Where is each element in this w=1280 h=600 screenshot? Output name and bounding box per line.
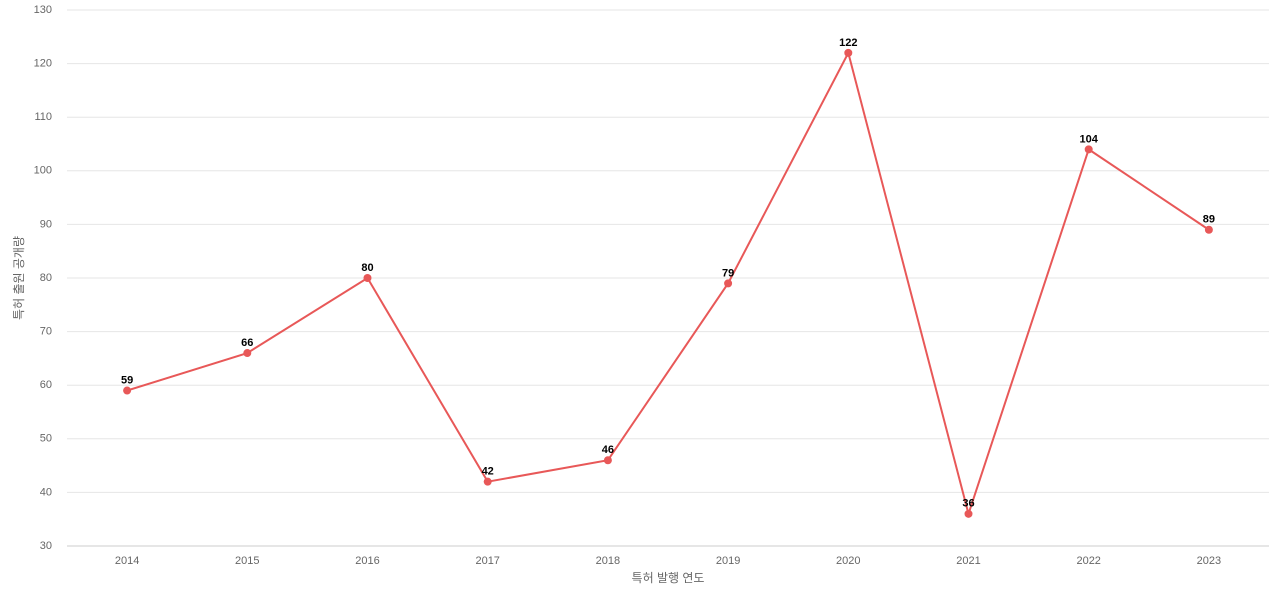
value-label: 80 [361, 262, 373, 274]
point [1204, 225, 1213, 234]
point [603, 456, 612, 465]
value-label: 79 [722, 267, 734, 279]
value-label: 46 [602, 444, 614, 456]
x-tick-label: 2016 [355, 555, 379, 567]
point [123, 386, 132, 395]
point [363, 274, 372, 282]
y-tick-label: 80 [40, 272, 52, 284]
y-tick-label: 90 [40, 218, 52, 230]
x-tick-label: 2019 [716, 555, 740, 567]
x-tick-label: 2015 [235, 555, 259, 567]
point [724, 279, 733, 288]
point [1084, 145, 1093, 154]
value-label: 36 [962, 498, 974, 510]
value-label: 122 [839, 37, 857, 49]
y-tick-label: 30 [40, 540, 52, 552]
y-tick-label: 50 [40, 433, 52, 445]
y-axis-title: 특허 출원 공개량 [12, 236, 26, 320]
x-tick-label: 2022 [1076, 555, 1100, 567]
value-label: 59 [121, 374, 133, 386]
x-axis-title: 특허 발행 연도 [632, 570, 705, 585]
line [126, 50, 1210, 518]
point [483, 477, 492, 486]
x-tick-label: 2020 [836, 555, 860, 567]
point [844, 48, 853, 57]
x-tick-label: 2014 [115, 555, 139, 567]
y-tick-label: 70 [40, 326, 52, 338]
value-label: 42 [482, 466, 494, 478]
y-tick-label: 100 [34, 165, 52, 177]
y-tick-label: 110 [34, 111, 52, 123]
y-tick-label: 130 [34, 4, 52, 16]
y-tick-label: 120 [34, 58, 52, 70]
y-tick-label: 60 [40, 379, 52, 391]
point [243, 349, 252, 358]
y-tick-label: 40 [40, 486, 52, 498]
point [964, 509, 973, 518]
value-label: 89 [1203, 214, 1215, 226]
x-tick-label: 2017 [475, 555, 499, 567]
x-tick-label: 2023 [1197, 555, 1221, 567]
x-tick-label: 2018 [596, 555, 620, 567]
value-label: 104 [1080, 133, 1099, 145]
x-tick-label: 2021 [956, 555, 980, 567]
value-label: 66 [241, 337, 253, 349]
